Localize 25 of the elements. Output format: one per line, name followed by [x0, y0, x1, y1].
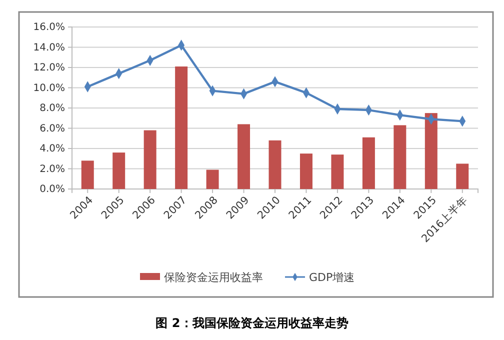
bar — [331, 154, 344, 189]
legend-label: 保险资金运用收益率 — [164, 271, 263, 284]
bar — [394, 125, 406, 189]
y-tick-label: 14.0% — [33, 42, 65, 54]
text: 图 2：我国保险资金运用收益率走势 — [156, 316, 348, 330]
bar — [424, 113, 438, 189]
bar — [81, 160, 94, 189]
bar — [268, 140, 282, 189]
bar — [175, 66, 188, 189]
bar — [206, 170, 219, 189]
y-tick-label: 4.0% — [40, 144, 65, 155]
y-tick-label: 10.0% — [33, 82, 65, 94]
y-tick-label: 8.0% — [40, 103, 65, 114]
y-tick-label: 12.0% — [33, 62, 65, 74]
y-tick-label: 2.0% — [40, 164, 65, 175]
bar — [144, 130, 156, 189]
y-tick-label: 6.0% — [40, 123, 65, 134]
bar — [300, 154, 312, 189]
legend-label: GDP增速 — [309, 271, 355, 284]
y-tick-label: 16.0% — [33, 22, 65, 34]
bar — [362, 137, 375, 189]
y-tick-label: 0.0% — [40, 184, 65, 196]
bar — [112, 152, 126, 189]
bar — [238, 124, 250, 189]
bar — [456, 164, 469, 189]
